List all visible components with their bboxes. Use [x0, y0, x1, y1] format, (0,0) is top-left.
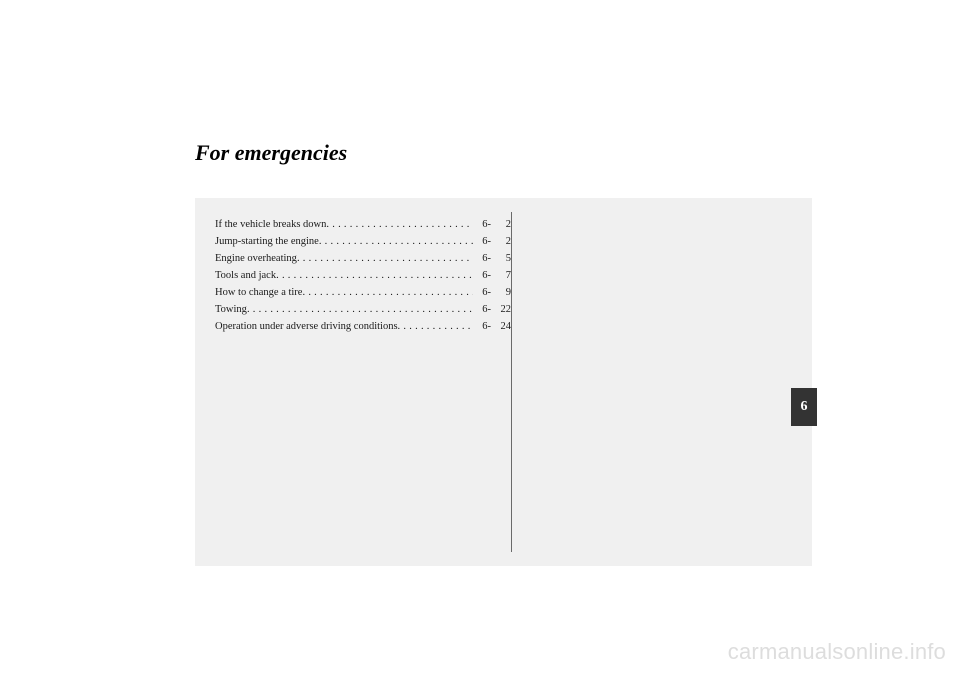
toc-page: 24 — [491, 318, 511, 335]
toc-page: 2 — [491, 233, 511, 250]
toc-leader: . . . . . . . . . . . . . . . . . — [398, 318, 473, 335]
toc-leader: . . . . . . . . . . . . . . . . . . . . … — [326, 216, 473, 233]
toc-leader: . . . . . . . . . . . . . . . . . . . . … — [302, 284, 473, 301]
toc-leader: . . . . . . . . . . . . . . . . . . . . … — [276, 267, 473, 284]
toc-label: Tools and jack — [215, 267, 276, 284]
toc-page: 7 — [491, 267, 511, 284]
toc-entry: Tools and jack . . . . . . . . . . . . .… — [215, 267, 511, 284]
toc-entry: If the vehicle breaks down . . . . . . .… — [215, 216, 511, 233]
toc-section: 6- — [473, 301, 491, 318]
toc-label: Operation under adverse driving conditio… — [215, 318, 398, 335]
content-box: If the vehicle breaks down . . . . . . .… — [195, 198, 812, 566]
toc-label: Jump-starting the engine — [215, 233, 319, 250]
toc-leader: . . . . . . . . . . . . . . . . . . . . … — [297, 250, 473, 267]
chapter-tab-number: 6 — [801, 399, 808, 415]
toc-entry: Operation under adverse driving conditio… — [215, 318, 511, 335]
toc-section: 6- — [473, 216, 491, 233]
toc-label: Engine overheating — [215, 250, 297, 267]
toc-entry: Towing . . . . . . . . . . . . . . . . .… — [215, 301, 511, 318]
toc-leader: . . . . . . . . . . . . . . . . . . . . … — [247, 301, 473, 318]
toc-page: 2 — [491, 216, 511, 233]
watermark: carmanualsonline.info — [728, 639, 946, 665]
toc-page: 9 — [491, 284, 511, 301]
toc-section: 6- — [473, 318, 491, 335]
toc-section: 6- — [473, 284, 491, 301]
chapter-title: For emergencies — [195, 140, 815, 166]
toc-label: If the vehicle breaks down — [215, 216, 326, 233]
toc-page: 22 — [491, 301, 511, 318]
column-divider — [511, 212, 512, 552]
toc-entry: Jump-starting the engine . . . . . . . .… — [215, 233, 511, 250]
toc-column: If the vehicle breaks down . . . . . . .… — [195, 216, 511, 335]
page-wrapper: For emergencies If the vehicle breaks do… — [195, 140, 815, 566]
toc-entry: Engine overheating . . . . . . . . . . .… — [215, 250, 511, 267]
toc-entry: How to change a tire . . . . . . . . . .… — [215, 284, 511, 301]
toc-section: 6- — [473, 233, 491, 250]
toc-section: 6- — [473, 250, 491, 267]
toc-leader: . . . . . . . . . . . . . . . . . . . . … — [319, 233, 473, 250]
chapter-tab: 6 — [791, 388, 817, 426]
toc-section: 6- — [473, 267, 491, 284]
toc-label: How to change a tire — [215, 284, 302, 301]
toc-label: Towing — [215, 301, 247, 318]
toc-page: 5 — [491, 250, 511, 267]
